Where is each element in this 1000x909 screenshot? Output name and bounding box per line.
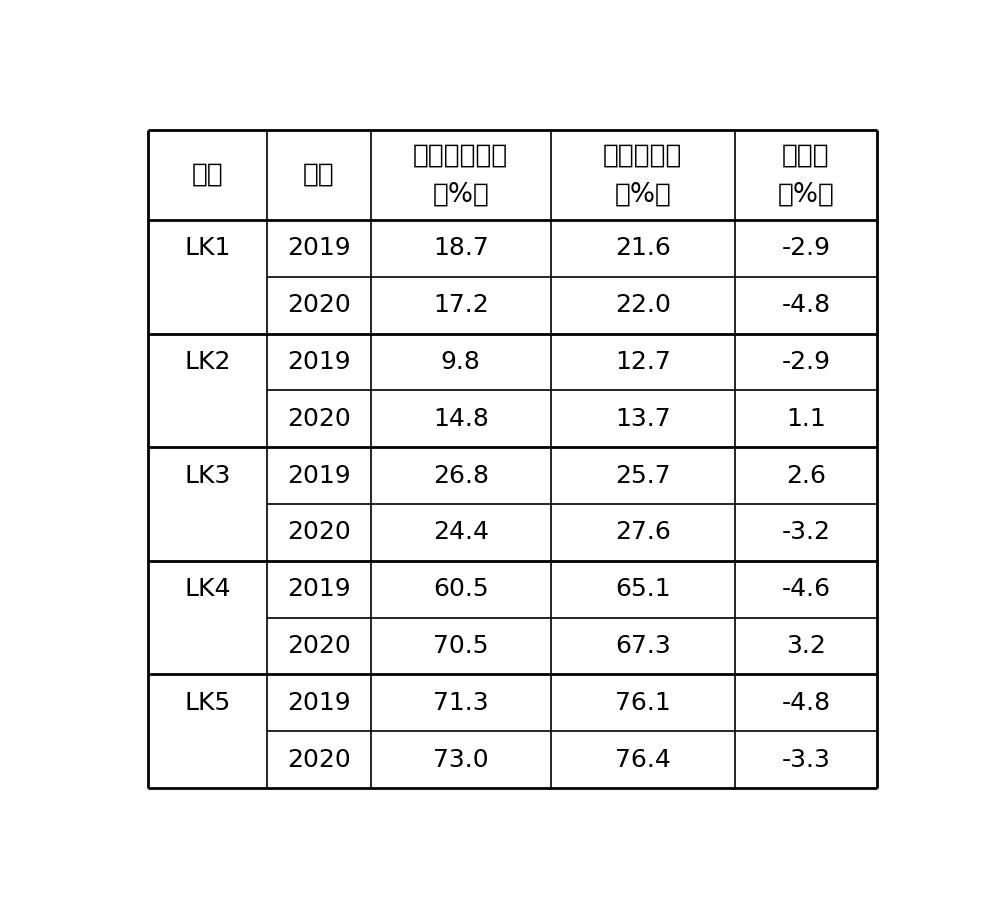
- Text: 2020: 2020: [287, 747, 351, 772]
- Text: 2020: 2020: [287, 520, 351, 544]
- Text: 1.1: 1.1: [786, 407, 826, 431]
- Text: 品种: 品种: [192, 162, 224, 188]
- Text: LK1: LK1: [184, 236, 231, 260]
- Text: 2020: 2020: [287, 634, 351, 658]
- Text: （%）: （%）: [777, 182, 834, 207]
- Text: 76.4: 76.4: [615, 747, 671, 772]
- Text: 67.3: 67.3: [615, 634, 671, 658]
- Text: 65.1: 65.1: [615, 577, 671, 601]
- Text: 76.1: 76.1: [615, 691, 671, 714]
- Text: 2019: 2019: [287, 577, 351, 601]
- Text: 2020: 2020: [287, 294, 351, 317]
- Text: 25.7: 25.7: [615, 464, 671, 487]
- Text: 22.0: 22.0: [615, 294, 671, 317]
- Text: LK4: LK4: [184, 577, 231, 601]
- Text: 2019: 2019: [287, 350, 351, 374]
- Text: LK5: LK5: [185, 691, 231, 714]
- Text: 2019: 2019: [287, 464, 351, 487]
- Text: 12.7: 12.7: [615, 350, 671, 374]
- Text: 26.8: 26.8: [433, 464, 489, 487]
- Text: LK2: LK2: [184, 350, 231, 374]
- Text: -3.2: -3.2: [781, 520, 830, 544]
- Text: -3.3: -3.3: [781, 747, 830, 772]
- Text: 2019: 2019: [287, 236, 351, 260]
- Text: 13.7: 13.7: [615, 407, 671, 431]
- Text: 73.0: 73.0: [433, 747, 489, 772]
- Text: 扦插生根率: 扦插生根率: [603, 143, 683, 168]
- Text: 60.5: 60.5: [433, 577, 489, 601]
- Text: 2019: 2019: [287, 691, 351, 714]
- Text: 2.6: 2.6: [786, 464, 826, 487]
- Text: 24.4: 24.4: [433, 520, 489, 544]
- Text: 71.3: 71.3: [433, 691, 489, 714]
- Text: 3.2: 3.2: [786, 634, 826, 658]
- Text: 9.8: 9.8: [441, 350, 481, 374]
- Text: -2.9: -2.9: [781, 350, 830, 374]
- Text: -4.8: -4.8: [781, 691, 830, 714]
- Text: 生根能力系数: 生根能力系数: [413, 143, 508, 168]
- Text: 17.2: 17.2: [433, 294, 489, 317]
- Text: 21.6: 21.6: [615, 236, 671, 260]
- Text: 年份: 年份: [303, 162, 335, 188]
- Text: 14.8: 14.8: [433, 407, 489, 431]
- Text: （%）: （%）: [614, 182, 671, 207]
- Text: -4.8: -4.8: [781, 294, 830, 317]
- Text: 差异性: 差异性: [782, 143, 830, 168]
- Text: （%）: （%）: [432, 182, 489, 207]
- Text: -4.6: -4.6: [781, 577, 830, 601]
- Text: 18.7: 18.7: [433, 236, 489, 260]
- Text: LK3: LK3: [184, 464, 231, 487]
- Text: 70.5: 70.5: [433, 634, 488, 658]
- Text: -2.9: -2.9: [781, 236, 830, 260]
- Text: 27.6: 27.6: [615, 520, 671, 544]
- Text: 2020: 2020: [287, 407, 351, 431]
